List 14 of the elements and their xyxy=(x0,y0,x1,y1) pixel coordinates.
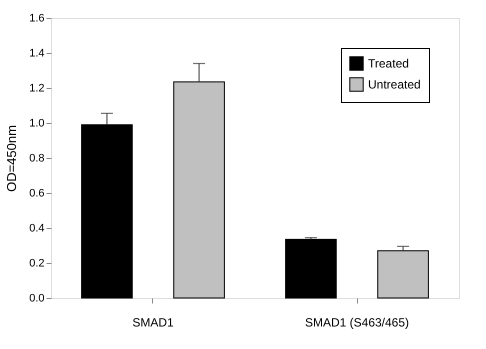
legend-label: Treated xyxy=(368,56,409,70)
y-tick-label: 0.0 xyxy=(29,292,44,304)
y-tick-label: 1.6 xyxy=(29,12,44,24)
y-tick-label: 0.6 xyxy=(29,188,44,200)
legend-label: Untreated xyxy=(368,78,421,92)
y-tick-label: 1.2 xyxy=(29,82,44,94)
y-tick-label: 0.8 xyxy=(29,152,44,164)
x-tick-label: SMAD1 (S463/465) xyxy=(304,316,410,330)
y-tick-label: 1.4 xyxy=(29,48,44,60)
y-tick-label: 1.0 xyxy=(29,118,44,130)
y-tick-label: 0.2 xyxy=(29,258,44,270)
y-tick-label: 0.4 xyxy=(29,222,44,234)
x-tick-label: SMAD1 xyxy=(132,316,174,330)
y-axis-title: OD=450nm xyxy=(4,125,20,192)
